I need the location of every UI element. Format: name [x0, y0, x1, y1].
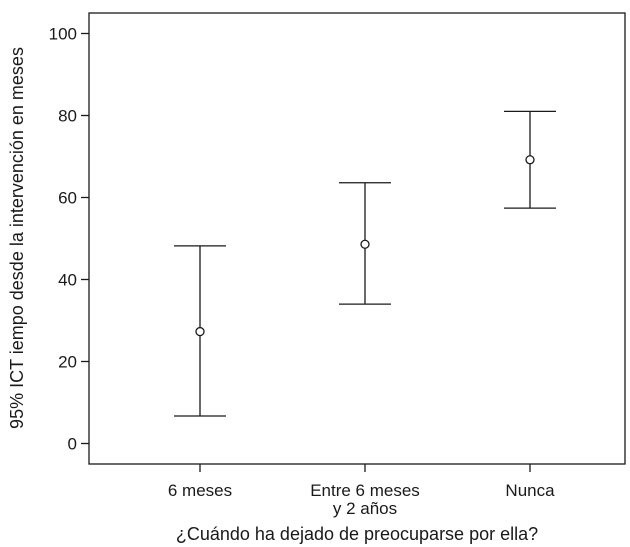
x-tick-label: Entre 6 meses — [310, 481, 420, 500]
y-tick-label: 20 — [58, 353, 77, 372]
y-tick-label: 100 — [49, 25, 77, 44]
x-axis-label: ¿Cuándo ha dejado de preocuparse por ell… — [176, 524, 538, 544]
y-axis: 0 20 40 60 80 100 — [49, 25, 89, 454]
y-tick-label: 40 — [58, 271, 77, 290]
y-axis-label: 95% ICT iempo desde la intervención en m… — [7, 47, 27, 429]
mean-point — [195, 326, 205, 337]
plot-frame — [88, 12, 626, 465]
error-bar — [339, 182, 391, 305]
y-tick-label: 80 — [58, 107, 77, 126]
error-bar — [174, 245, 226, 417]
x-tick-label: Nunca — [505, 481, 555, 500]
x-tick-label: 6 meses — [168, 481, 232, 500]
error-bars — [174, 110, 556, 417]
mean-point — [360, 239, 370, 249]
y-tick-label: 0 — [68, 435, 77, 454]
error-bar — [504, 110, 556, 209]
y-tick-label: 60 — [58, 189, 77, 208]
x-tick-label: y 2 años — [333, 499, 397, 518]
mean-point — [525, 155, 535, 165]
